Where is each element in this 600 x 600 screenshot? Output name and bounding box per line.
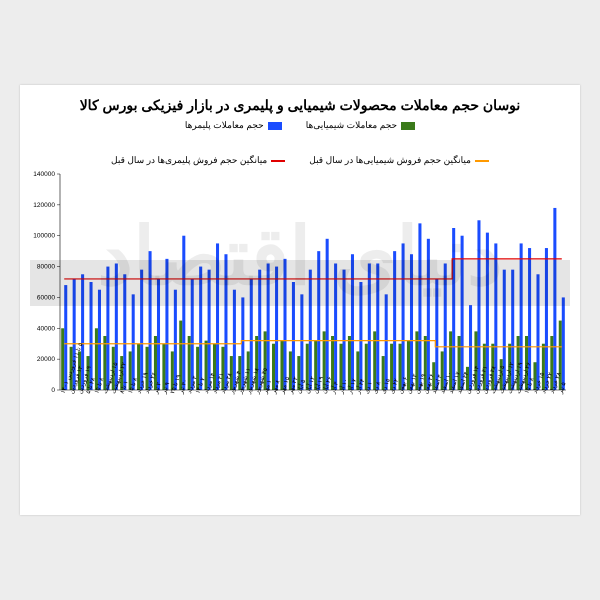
svg-text:120000: 120000: [33, 202, 55, 209]
legend-label-chemical: حجم معاملات شیمیایی‌ها: [306, 120, 397, 131]
legend-item-chemical-avg: میانگین حجم فروش شیمیایی‌ها در سال قبل: [309, 155, 489, 166]
legend-item-polymer-vol: حجم معاملات پلیمرها: [185, 120, 282, 131]
chart-svg: 020000400006000080000100000120000140000۵…: [30, 170, 570, 500]
legend-label-polymer: حجم معاملات پلیمرها: [185, 120, 264, 131]
legend-label-chemical-avg: میانگین حجم فروش شیمیایی‌ها در سال قبل: [309, 155, 471, 166]
svg-text:0: 0: [51, 387, 55, 394]
svg-text:100000: 100000: [33, 233, 55, 240]
legend-line-polymer-avg: [271, 160, 285, 162]
chart-legend: حجم معاملات شیمیایی‌ها حجم معاملات پلیمر…: [30, 120, 570, 166]
legend-label-polymer-avg: میانگین حجم فروش پلیمری‌ها در سال قبل: [111, 155, 267, 166]
legend-row-2: میانگین حجم فروش شیمیایی‌ها در سال قبل م…: [30, 155, 570, 166]
chart-area: دنیای اقتصاد 020000400006000080000100000…: [30, 170, 570, 500]
legend-row-1: حجم معاملات شیمیایی‌ها حجم معاملات پلیمر…: [30, 120, 570, 131]
legend-swatch-chemical: [401, 122, 415, 130]
legend-item-chemical-vol: حجم معاملات شیمیایی‌ها: [306, 120, 415, 131]
svg-text:140000: 140000: [33, 171, 55, 178]
svg-text:20000: 20000: [37, 356, 55, 363]
chart-title: نوسان حجم معاملات محصولات شیمیایی و پلیم…: [30, 97, 570, 114]
svg-text:80000: 80000: [37, 264, 55, 271]
legend-line-chemical-avg: [475, 160, 489, 162]
svg-text:40000: 40000: [37, 325, 55, 332]
svg-text:60000: 60000: [37, 294, 55, 301]
chart-card: نوسان حجم معاملات محصولات شیمیایی و پلیم…: [20, 85, 580, 515]
legend-swatch-polymer: [268, 122, 282, 130]
legend-item-polymer-avg: میانگین حجم فروش پلیمری‌ها در سال قبل: [111, 155, 285, 166]
